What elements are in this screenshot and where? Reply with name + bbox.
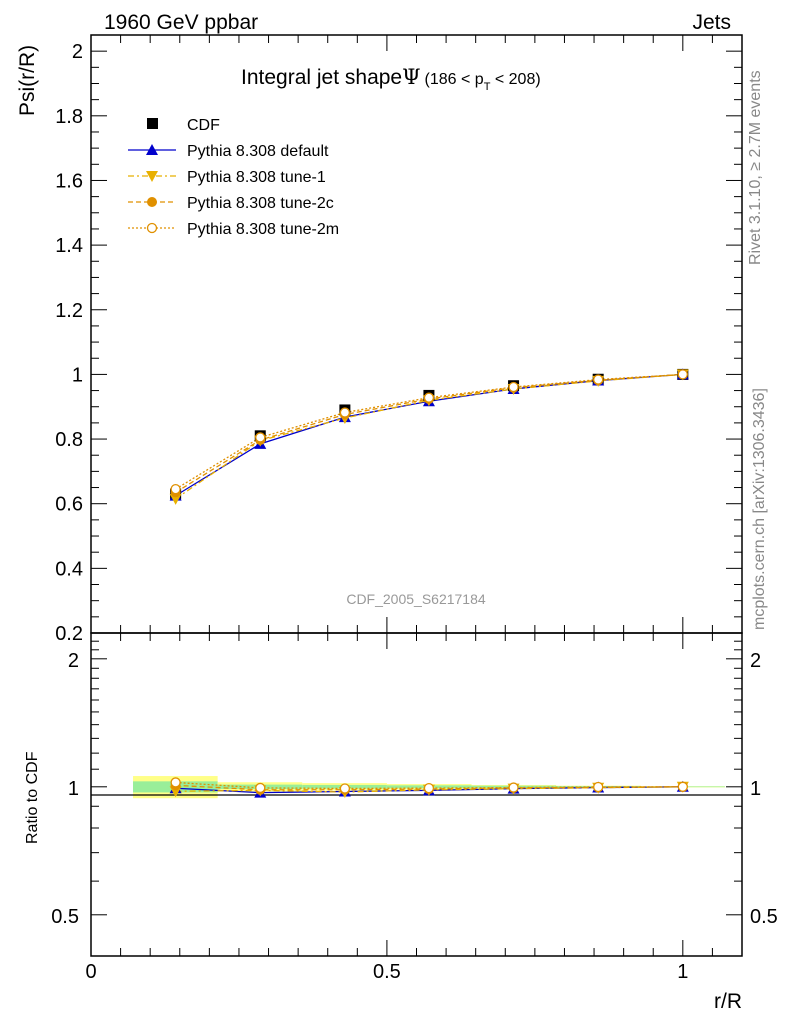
main-ytick-label: 2 [72,41,83,63]
ratio-point-tune2m [508,782,519,793]
legend-label-cdf: CDF [187,117,220,134]
title-range: (186 < p [425,71,484,88]
main-ytick-label: 0.8 [55,429,83,451]
analysis-watermark: CDF_2005_S6217184 [346,591,486,607]
ratio-plot: 0.5 0.5 1 1 2 2 0 0.5 1 Ratio to CDF r/R [24,632,778,1013]
main-point-tune2m [677,369,688,380]
legend-entry-default: Pythia 8.308 default [128,143,329,160]
main-ytick-label: 0.4 [55,558,83,580]
title-range-end: < 208) [490,71,540,88]
main-plot: 0.2 0.4 0.6 0.8 1 1.2 1.4 1.6 1.8 2 Integral jet … [16,34,743,645]
main-point-tune2m [339,407,351,418]
ratio-series-markers [169,777,689,799]
ratio-point-tune2m [255,782,266,794]
ratio-point-tune2m [170,777,181,788]
main-ytick-label: 1.8 [55,106,83,128]
rivet-version-label: Rivet 3.1.10, ≥ 2.7M events [747,70,764,265]
ratio-xtick-label: 0 [85,961,96,983]
mcplots-label: mcplots.cern.ch [arXiv:1306.3436] [751,388,768,630]
legend-label-tune2c: Pythia 8.308 tune-2c [187,195,334,212]
main-ytick-label: 1.4 [55,235,83,257]
main-series-markers [169,368,689,505]
ratio-axis-ticks: 0.5 0.5 1 1 2 2 0 0.5 1 [51,632,778,983]
main-ytick-label: 0.2 [55,623,83,645]
main-ytick-label: 1 [72,364,83,386]
title-main: Integral jet shape [241,66,402,89]
ratio-ytick-label: 2 [68,650,79,672]
ratio-ytick-label: 0.5 [51,906,79,928]
legend-marker-tune1 [146,171,158,182]
beam-label: 1960 GeV ppbar [104,11,258,34]
main-point-tune1 [169,493,182,505]
legend-marker-tune2m [146,222,158,234]
main-axis-ticks: 0.2 0.4 0.6 0.8 1 1.2 1.4 1.6 1.8 2 [55,34,743,645]
main-point-tune2m [423,392,435,403]
legend-marker-cdf [147,118,158,129]
main-point-tune2m [170,484,181,495]
main-point-tune2m [255,432,266,443]
main-point-tune2m [508,381,519,393]
main-point-tune2m [593,374,604,385]
ratio-ylabel: Ratio to CDF [24,751,41,844]
ratio-ytick-label: 1 [68,778,79,800]
main-ytick-label: 0.6 [55,494,83,516]
legend: CDF Pythia 8.308 default Pythia 8.308 tu… [128,117,339,238]
process-label: Jets [692,11,731,34]
legend-entry-tune1: Pythia 8.308 tune-1 [128,169,326,186]
legend-label-tune2m: Pythia 8.308 tune-2m [187,221,339,238]
ratio-point-tune2m [593,781,604,793]
ratio-xtick-label: 0.5 [373,961,401,983]
main-ytick-label: 1.2 [55,300,83,322]
ratio-ytick-label-right: 0.5 [750,906,778,928]
title-symbol: Ψ [402,65,420,89]
legend-entry-cdf: CDF [147,117,220,134]
legend-entry-tune2m: Pythia 8.308 tune-2m [128,221,339,238]
legend-marker-tune2c [147,197,157,207]
ratio-frame [90,632,743,957]
ratio-xtick-label: 1 [677,961,688,983]
ratio-xlabel: r/R [714,990,742,1013]
ratio-ytick-label-right: 1 [750,778,761,800]
ratio-ytick-label-right: 2 [750,650,761,672]
plot-title: Integral jet shapeΨ (186 < pT < 208) [241,65,541,93]
main-ytick-label: 1.6 [55,170,83,192]
legend-entry-tune2c: Pythia 8.308 tune-2c [128,195,334,212]
title-range-sub: T [484,81,491,93]
main-ylabel: Psi(r/R) [16,45,39,116]
ratio-point-tune2m [339,783,351,794]
legend-label-tune1: Pythia 8.308 tune-1 [187,169,326,186]
legend-marker-default [146,144,158,155]
ratio-point-tune2m [677,781,688,792]
ratio-point-tune2m [423,782,435,794]
legend-label-default: Pythia 8.308 default [187,143,329,160]
